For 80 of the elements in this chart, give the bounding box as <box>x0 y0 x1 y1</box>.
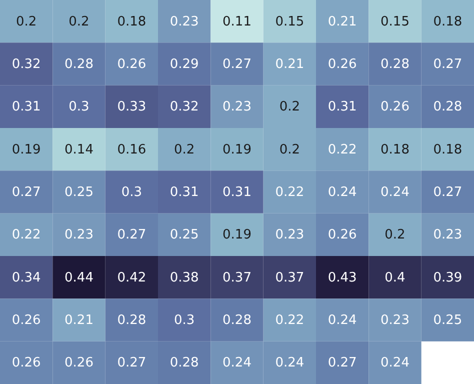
data-label: 0.31 <box>12 100 41 115</box>
data-label: 0.22 <box>275 313 304 328</box>
data-label: 0.19 <box>222 142 252 158</box>
data-label: 0.34 <box>12 270 41 286</box>
data-label: 0.18 <box>117 14 146 30</box>
data-label: 0.27 <box>117 228 146 243</box>
data-label: 0.2 <box>68 14 90 30</box>
data-label: 0.2 <box>279 142 300 158</box>
data-label: 0.31 <box>328 100 357 115</box>
data-label: 0.28 <box>222 313 252 328</box>
data-label: 0.26 <box>64 356 94 371</box>
data-label: 0.38 <box>170 270 199 286</box>
data-label: 0.27 <box>12 185 41 200</box>
data-label: 0.39 <box>433 270 462 286</box>
data-label: 0.24 <box>275 356 304 371</box>
data-label: 0.15 <box>275 14 304 30</box>
data-label: 0.23 <box>64 228 94 243</box>
data-label: 0.25 <box>64 185 94 200</box>
data-label: 0.3 <box>174 313 195 328</box>
data-label: 0.25 <box>433 313 462 328</box>
data-label: 0.28 <box>64 57 94 72</box>
data-label: 0.26 <box>12 356 41 371</box>
data-label: 0.21 <box>328 14 357 30</box>
data-label: 0.25 <box>170 228 199 243</box>
data-label: 0.21 <box>275 57 304 72</box>
data-label: 0.23 <box>170 14 199 30</box>
data-label: 0.24 <box>380 185 410 200</box>
data-label: 0.26 <box>328 228 357 243</box>
data-label: 0.2 <box>174 142 195 158</box>
data-label: 0.3 <box>121 185 142 200</box>
data-label: 0.21 <box>64 313 94 328</box>
data-label: 0.29 <box>170 57 199 72</box>
data-label: 0.18 <box>433 142 462 158</box>
data-label: 0.27 <box>222 57 252 72</box>
data-label: 0.22 <box>328 142 357 158</box>
data-label: 0.2 <box>16 14 37 30</box>
data-label: 0.27 <box>117 356 146 371</box>
data-label: 0.37 <box>222 270 252 286</box>
data-label: 0.22 <box>12 228 41 243</box>
data-label: 0.27 <box>433 185 462 200</box>
data-label: 0.27 <box>433 57 462 72</box>
data-label: 0.37 <box>275 270 304 286</box>
data-label: 0.14 <box>64 142 94 158</box>
data-label: 0.28 <box>433 100 462 115</box>
data-label: 0.24 <box>328 313 357 328</box>
data-label: 0.27 <box>328 356 357 371</box>
data-label: 0.33 <box>117 100 146 115</box>
data-label: 0.26 <box>117 57 146 72</box>
data-label: 0.43 <box>328 270 357 286</box>
data-label: 0.28 <box>380 57 410 72</box>
data-label: 0.2 <box>384 228 406 243</box>
data-label: 0.24 <box>380 356 410 371</box>
data-label: 0.11 <box>222 14 252 30</box>
data-label: 0.15 <box>380 14 410 30</box>
data-label: 0.23 <box>433 228 462 243</box>
data-label: 0.42 <box>117 270 146 286</box>
data-label: 0.19 <box>222 228 252 243</box>
data-label: 0.32 <box>12 57 41 72</box>
data-label: 0.4 <box>384 270 406 286</box>
data-label: 0.3 <box>68 100 90 115</box>
data-label: 0.23 <box>380 313 410 328</box>
data-label: 0.23 <box>275 228 304 243</box>
data-label: 0.31 <box>222 185 252 200</box>
data-label: 0.16 <box>117 142 146 158</box>
data-label: 0.31 <box>170 185 199 200</box>
data-label: 0.44 <box>64 270 94 286</box>
data-label: 0.2 <box>279 100 300 115</box>
data-label: 0.28 <box>170 356 199 371</box>
data-label: 0.26 <box>380 100 410 115</box>
data-label: 0.32 <box>170 100 199 115</box>
data-label: 0.26 <box>12 313 41 328</box>
data-label: 0.26 <box>328 57 357 72</box>
data-label: 0.28 <box>117 313 146 328</box>
data-label: 0.19 <box>12 142 41 158</box>
data-label: 0.23 <box>222 100 252 115</box>
data-label: 0.24 <box>328 185 357 200</box>
data-label: 0.22 <box>275 185 304 200</box>
data-label: 0.18 <box>380 142 410 158</box>
data-label: 0.18 <box>433 14 462 30</box>
data-label: 0.24 <box>222 356 252 371</box>
